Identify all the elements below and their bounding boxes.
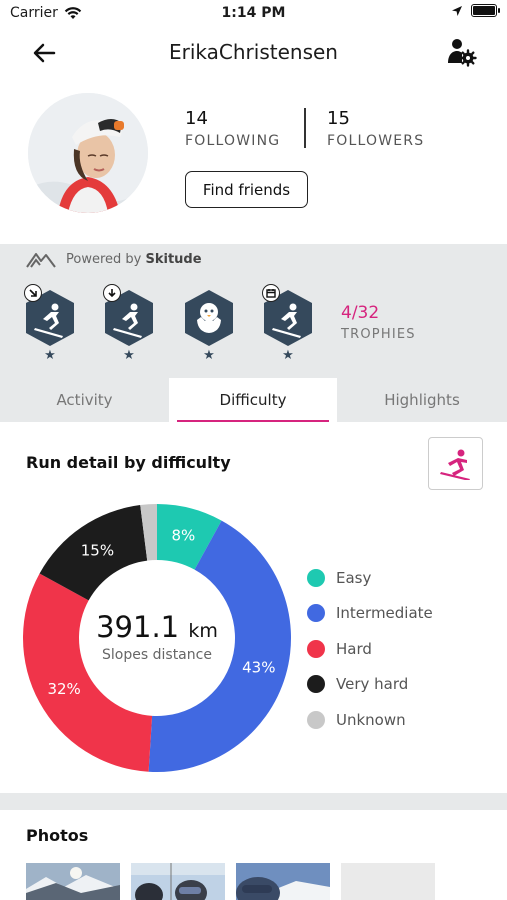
donut-value-label: 43%: [242, 659, 275, 677]
carrier-label: Carrier: [10, 5, 58, 21]
section-title: Run detail by difficulty: [26, 453, 231, 472]
legend-label: Easy: [336, 568, 372, 587]
donut-value-label: 8%: [171, 526, 195, 544]
star-icon: ★: [123, 348, 135, 363]
tab-activity[interactable]: Activity: [0, 378, 169, 422]
page-title: ErikaChristensen: [169, 40, 338, 64]
stats-divider: [304, 108, 306, 148]
photo-thumbnail[interactable]: [26, 863, 120, 900]
legend-label: Intermediate: [336, 604, 433, 623]
status-bar: Carrier 1:14 PM: [0, 0, 507, 30]
back-arrow-icon[interactable]: [30, 38, 60, 68]
skitude-brand: Skitude: [145, 251, 202, 267]
photo-thumbnail[interactable]: [131, 863, 225, 900]
photo-thumbnail[interactable]: [236, 863, 330, 900]
carrier-info: Carrier: [10, 5, 82, 21]
following-stat[interactable]: 14 FOLLOWING: [185, 108, 305, 149]
legend-dot: [307, 639, 325, 658]
legend-label: Hard: [336, 639, 372, 658]
legend-dot: [307, 568, 325, 587]
chart-legend: Easy Intermediate Hard Very hard Unknown: [307, 560, 433, 738]
powered-by-text: Powered by: [66, 251, 142, 267]
profile-stats: 14 FOLLOWING 15 FOLLOWERS: [185, 108, 423, 149]
legend-item-easy: Easy: [307, 560, 433, 596]
trophy-badge[interactable]: [102, 284, 156, 348]
donut-slice-unknown: [140, 504, 157, 561]
tab-bar: Activity Difficulty Highlights: [0, 378, 507, 422]
photo-strip: [26, 863, 435, 900]
tab-label: Highlights: [384, 391, 460, 409]
legend-item-unknown: Unknown: [307, 702, 433, 738]
star-icon: ★: [282, 348, 294, 363]
legend-label: Very hard: [336, 675, 409, 694]
following-label: FOLLOWING: [185, 133, 281, 149]
trophies-panel: Powered by Skitude ★ ★: [0, 244, 507, 422]
donut-slice-hard: [22, 573, 153, 772]
followers-label: FOLLOWERS: [327, 133, 425, 149]
photo-thumbnail[interactable]: [341, 863, 435, 900]
ski-filter-button[interactable]: [428, 437, 483, 490]
followers-stat[interactable]: 15 FOLLOWERS: [327, 108, 424, 149]
tab-difficulty[interactable]: Difficulty: [169, 378, 337, 422]
down-arrow-badge-icon: [103, 284, 121, 302]
calendar-badge-icon: [262, 284, 280, 302]
tab-label: Difficulty: [219, 391, 287, 409]
powered-by: Powered by Skitude: [26, 250, 202, 268]
trophy-badge[interactable]: [261, 284, 315, 348]
photos-title: Photos: [26, 826, 89, 845]
legend-item-very-hard: Very hard: [307, 667, 433, 703]
egg-hatch-icon: [197, 303, 221, 333]
user-settings-icon[interactable]: [445, 36, 477, 68]
donut-slice-intermediate: [148, 520, 292, 772]
followers-count: 15: [327, 108, 350, 129]
legend-label: Unknown: [336, 710, 406, 729]
difficulty-donut-chart: 8% 43% 32% 15%: [22, 504, 292, 772]
distance-unit: km: [188, 620, 218, 642]
location-arrow-icon: [452, 5, 462, 16]
legend-dot: [307, 675, 325, 694]
slopes-distance-label: Slopes distance: [102, 647, 212, 663]
donut-slice-very-hard: [39, 505, 148, 601]
trophy-badge[interactable]: [23, 284, 77, 348]
legend-item-hard: Hard: [307, 631, 433, 667]
legend-dot: [307, 604, 325, 623]
legend-dot: [307, 710, 325, 729]
clock: 1:14 PM: [221, 5, 286, 21]
donut-slice-easy: [157, 504, 222, 570]
nav-bar: ErikaChristensen: [0, 30, 507, 76]
find-friends-button[interactable]: Find friends: [185, 171, 308, 208]
tab-label: Activity: [56, 391, 113, 409]
section-divider: [0, 793, 507, 810]
star-icon: ★: [203, 348, 215, 363]
distance-number: 391.1: [96, 610, 180, 644]
diagonal-arrow-badge-icon: [24, 284, 42, 302]
trophy-label: TROPHIES: [341, 327, 416, 342]
donut-value-label: 32%: [47, 680, 80, 698]
battery-icon: [471, 4, 500, 17]
slopes-distance-value: 391.1 km: [22, 610, 292, 644]
donut-value-label: 15%: [81, 541, 114, 559]
avatar: [28, 93, 148, 213]
tab-highlights[interactable]: Highlights: [337, 378, 507, 422]
wifi-icon: [64, 7, 82, 19]
following-count: 14: [185, 108, 208, 129]
active-tab-indicator: [177, 420, 329, 422]
skitude-logo-icon: [26, 253, 56, 268]
skier-icon: [439, 449, 470, 480]
trophy-count[interactable]: 4/32: [341, 303, 380, 323]
trophy-badge[interactable]: [182, 288, 236, 348]
star-icon: ★: [44, 348, 56, 363]
legend-item-intermediate: Intermediate: [307, 596, 433, 632]
